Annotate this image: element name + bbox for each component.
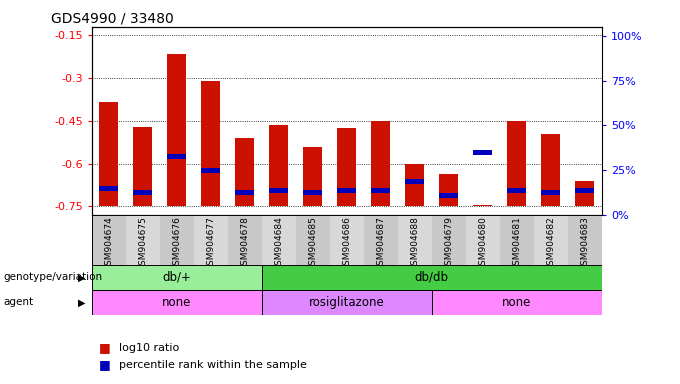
- Bar: [262, 290, 432, 315]
- Text: GSM904681: GSM904681: [512, 217, 522, 271]
- Bar: [167, 154, 186, 159]
- Text: ■: ■: [99, 341, 110, 354]
- Bar: [262, 215, 296, 265]
- Text: percentile rank within the sample: percentile rank within the sample: [119, 360, 307, 370]
- Bar: [398, 215, 432, 265]
- Bar: [337, 128, 356, 207]
- Bar: [303, 147, 322, 207]
- Text: GSM904676: GSM904676: [172, 217, 182, 271]
- Bar: [133, 127, 152, 207]
- Bar: [235, 138, 254, 207]
- Bar: [296, 215, 330, 265]
- Bar: [92, 290, 262, 315]
- Bar: [534, 215, 568, 265]
- Text: GSM904678: GSM904678: [240, 217, 250, 271]
- Bar: [194, 215, 228, 265]
- Bar: [269, 188, 288, 193]
- Bar: [92, 215, 126, 265]
- Text: GSM904686: GSM904686: [342, 217, 352, 271]
- Text: db/+: db/+: [163, 271, 191, 284]
- Bar: [432, 290, 602, 315]
- Bar: [466, 215, 500, 265]
- Bar: [99, 186, 118, 191]
- Text: agent: agent: [3, 297, 33, 308]
- Bar: [568, 215, 602, 265]
- Bar: [405, 164, 424, 207]
- Bar: [473, 150, 492, 155]
- Bar: [262, 265, 602, 290]
- Text: GSM904688: GSM904688: [410, 217, 420, 271]
- Bar: [371, 188, 390, 193]
- Bar: [575, 181, 594, 207]
- Bar: [371, 121, 390, 207]
- Bar: [303, 190, 322, 195]
- Bar: [99, 103, 118, 207]
- Bar: [337, 188, 356, 193]
- Bar: [541, 190, 560, 195]
- Text: rosiglitazone: rosiglitazone: [309, 296, 385, 309]
- Bar: [541, 134, 560, 207]
- Text: ■: ■: [99, 358, 110, 371]
- Bar: [439, 193, 458, 198]
- Bar: [500, 215, 534, 265]
- Bar: [133, 190, 152, 195]
- Text: none: none: [502, 296, 532, 309]
- Text: GSM904682: GSM904682: [546, 217, 556, 271]
- Bar: [160, 215, 194, 265]
- Bar: [507, 121, 526, 207]
- Text: GDS4990 / 33480: GDS4990 / 33480: [51, 12, 174, 26]
- Bar: [92, 265, 262, 290]
- Bar: [575, 188, 594, 193]
- Text: GSM904687: GSM904687: [376, 217, 386, 271]
- Bar: [507, 188, 526, 193]
- Text: GSM904674: GSM904674: [104, 217, 114, 271]
- Bar: [269, 125, 288, 207]
- Text: genotype/variation: genotype/variation: [3, 272, 103, 283]
- Text: GSM904683: GSM904683: [580, 217, 590, 271]
- Text: GSM904685: GSM904685: [308, 217, 318, 271]
- Bar: [201, 168, 220, 173]
- Bar: [201, 81, 220, 207]
- Text: ▶: ▶: [78, 272, 85, 283]
- Bar: [167, 54, 186, 207]
- Text: GSM904680: GSM904680: [478, 217, 488, 271]
- Text: db/db: db/db: [415, 271, 449, 284]
- Bar: [126, 215, 160, 265]
- Text: log10 ratio: log10 ratio: [119, 343, 180, 353]
- Bar: [432, 215, 466, 265]
- Text: GSM904675: GSM904675: [138, 217, 148, 271]
- Bar: [228, 215, 262, 265]
- Text: GSM904679: GSM904679: [444, 217, 454, 271]
- Text: ▶: ▶: [78, 297, 85, 308]
- Bar: [330, 215, 364, 265]
- Bar: [405, 179, 424, 184]
- Text: GSM904684: GSM904684: [274, 217, 284, 271]
- Bar: [364, 215, 398, 265]
- Bar: [439, 174, 458, 207]
- Text: GSM904677: GSM904677: [206, 217, 216, 271]
- Bar: [235, 190, 254, 195]
- Bar: [473, 205, 492, 207]
- Text: none: none: [162, 296, 192, 309]
